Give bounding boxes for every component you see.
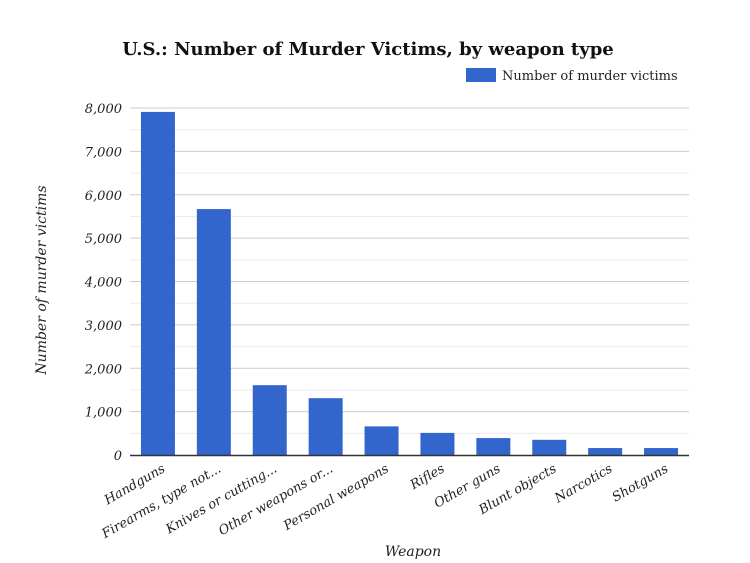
bar[interactable] (308, 398, 343, 455)
y-tick-label: 3,000 (85, 319, 122, 334)
y-tick-label: 8,000 (85, 102, 122, 117)
y-tick-label: 0 (114, 449, 122, 464)
bar[interactable] (252, 385, 287, 455)
legend: Number of murder victims (466, 68, 678, 84)
y-tick-label: 2,000 (84, 362, 122, 377)
y-tick-label: 4,000 (84, 276, 122, 291)
x-tick-label: Narcotics (552, 461, 616, 507)
y-tick-label: 5,000 (85, 232, 122, 247)
y-tick-label: 6,000 (85, 189, 122, 204)
bar[interactable] (140, 111, 175, 455)
y-axis-title: Number of murder victims (34, 185, 50, 375)
y-tick-label: 7,000 (85, 145, 122, 160)
x-tick-label: Shotguns (610, 461, 672, 505)
legend-swatch (466, 68, 496, 82)
x-tick-label: Rifles (407, 461, 448, 493)
y-tick-label: 1,000 (85, 406, 122, 421)
bar[interactable] (644, 448, 679, 455)
x-tick-label: Personal weapons (280, 461, 391, 534)
bar[interactable] (532, 439, 567, 455)
bar[interactable] (476, 438, 511, 455)
bar[interactable] (588, 448, 623, 455)
bar[interactable] (420, 432, 455, 455)
bar[interactable] (196, 209, 231, 455)
chart-title: U.S.: Number of Murder Victims, by weapo… (122, 39, 614, 60)
bar[interactable] (364, 426, 399, 455)
legend-label: Number of murder victims (502, 69, 678, 84)
x-axis-title: Weapon (385, 544, 441, 560)
